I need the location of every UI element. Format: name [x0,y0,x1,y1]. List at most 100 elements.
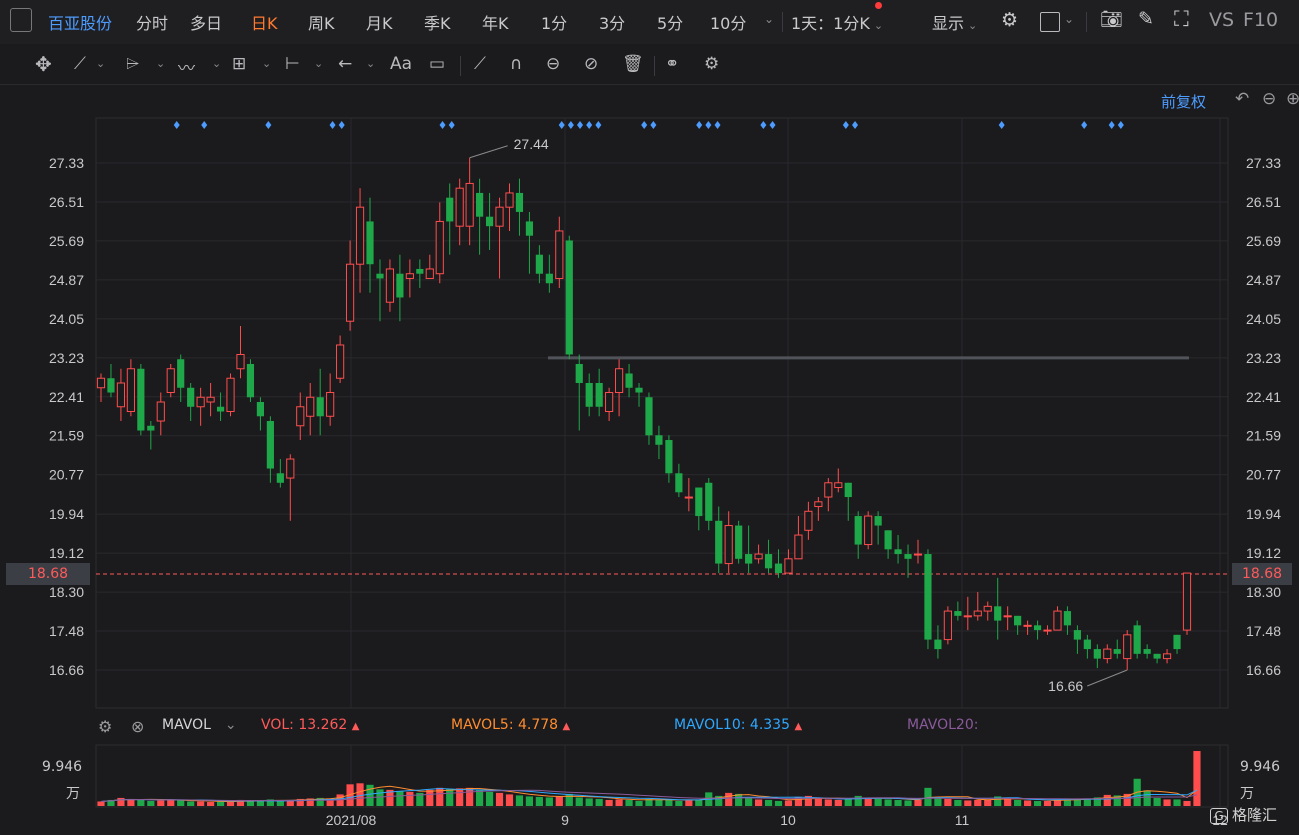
y-tick-label: 26.51 [49,194,84,210]
volume-bar [276,800,284,806]
wave-tool-icon[interactable]: 〰 [178,59,195,79]
sidebar-toggle-icon[interactable] [10,8,32,32]
chevron-down-icon[interactable]: ⌄ [366,57,376,70]
volume-bar [685,800,693,806]
chevron-down-icon[interactable]: ⌄ [156,57,166,70]
volume-bar [605,799,613,806]
indicator-select[interactable]: MAVOL ⌄ [162,717,237,733]
candle-body [116,382,126,408]
period-toolbar: 百亚股份 分时 多日 日K 周K 月K 季K 年K 1分 3分 5分 10分 ⌄… [0,0,1299,45]
candle-body [1153,653,1161,659]
polyline-tool-icon[interactable]: ⌲ [126,54,140,74]
camera-icon[interactable]: 📷︎ [1100,9,1123,30]
volume-bars [97,751,1201,806]
range-tool-icon[interactable]: ⊢ [285,54,300,74]
ruler-tool-icon[interactable]: ⟋ [474,54,486,74]
stock-name[interactable]: 百亚股份 [48,14,113,33]
arrow-tool-icon[interactable]: ← [338,54,353,74]
comment-tool-icon[interactable]: ▭ [429,54,446,74]
tab-multi-day[interactable]: 多日 [190,14,223,33]
volume-bar [1153,797,1161,806]
volume-bar [485,791,494,806]
y-tick-label: 16.66 [1246,662,1281,678]
candle-body [695,487,703,517]
candle-body [814,501,823,508]
tab-intraday[interactable]: 分时 [136,14,169,33]
chevron-down-icon[interactable]: ⌄ [96,57,106,70]
volume-bar [804,795,812,806]
candle-body [983,605,992,612]
candle-body [306,396,315,417]
more-periods-chevron-icon[interactable]: ⌄ [764,12,775,26]
volume-bar [1163,799,1171,806]
volume-bar [256,800,264,806]
candle-body [864,515,873,546]
event-marker [842,121,849,129]
candle-body [655,435,663,445]
tab-weekly-k[interactable]: 周K [308,14,335,33]
tab-5min[interactable]: 5分 [657,14,684,33]
candle-body [735,525,743,559]
hide-drawing-icon[interactable]: ⊘ [584,54,599,74]
chevron-down-icon[interactable]: ⌄ [212,57,222,70]
layout-square-icon[interactable] [1040,12,1060,32]
event-marker [201,121,208,129]
volume-bar [1043,800,1052,806]
indicator-settings-gear-icon[interactable]: ⚙ [98,717,113,736]
tab-daily-k[interactable]: 日K [251,14,278,33]
x-tick-label: 10 [780,812,796,828]
magnet-icon[interactable]: ∩ [510,54,523,74]
mavol5-value: 4.778 [518,717,559,733]
interval-select[interactable]: 1天：1分K ⌄ [791,10,883,34]
volume-bar [1123,793,1131,806]
event-marker [769,121,776,129]
tab-10min[interactable]: 10分 [710,14,747,33]
price-adjust-select[interactable]: 前复权 [1161,93,1207,111]
volume-bar [894,799,902,806]
close-indicator-icon[interactable]: ⊗ [131,717,145,736]
pencil-icon[interactable]: ✎ [1138,8,1154,30]
grid-measure-tool-icon[interactable]: ⊞ [232,54,247,74]
undo-icon[interactable]: ↶ [1235,89,1250,109]
volume-bar [1083,798,1091,806]
candle-body [874,516,882,526]
zoom-in-icon[interactable]: ⊕ [1286,89,1299,109]
chevron-down-icon[interactable]: ⌄ [314,57,324,70]
candle-body [1123,634,1132,660]
move-crosshair-icon[interactable]: ✥ [35,52,52,76]
text-tool-icon[interactable]: Aa [390,54,413,74]
vs-compare-button[interactable]: VS [1209,9,1235,31]
tab-monthly-k[interactable]: 月K [366,14,393,33]
candle-body [296,406,305,427]
zoom-out-icon[interactable]: ⊖ [1262,89,1277,109]
separator [460,56,461,76]
candle-body [316,397,324,417]
volume-bar [974,799,982,806]
trash-icon[interactable]: 🗑︎ [622,54,644,74]
volume-bar [396,791,404,806]
volume-bar [466,787,474,806]
event-marker [586,121,593,129]
candle-body [1173,634,1181,650]
lock-drawing-icon[interactable]: ⊖ [546,54,561,74]
tab-3min[interactable]: 3分 [599,14,626,33]
chevron-down-icon[interactable]: ⌄ [1064,12,1075,26]
y-tick-label: 24.87 [49,272,84,288]
candle-body [545,273,553,284]
tab-1min[interactable]: 1分 [541,14,568,33]
f10-button[interactable]: F10 [1243,9,1279,31]
fullscreen-icon[interactable]: ⛶ [1174,7,1189,31]
tab-quarterly-k[interactable]: 季K [424,14,451,33]
chevron-down-icon: ⌄ [873,19,884,32]
volume-bar [834,799,842,806]
drawing-settings-gear-icon[interactable]: ⚙ [704,54,720,74]
line-tool-icon[interactable]: ⟋ [74,54,86,74]
settings-gear-icon[interactable]: ⚙ [1001,9,1019,31]
chevron-down-icon[interactable]: ⌄ [262,57,272,70]
display-select[interactable]: 显示 ⌄ [932,10,977,34]
y-tick-label: 27.33 [1246,155,1281,171]
compare-circles-icon[interactable]: ⚭ [665,54,680,74]
volume-bar [715,795,723,806]
tab-yearly-k[interactable]: 年K [482,14,509,33]
